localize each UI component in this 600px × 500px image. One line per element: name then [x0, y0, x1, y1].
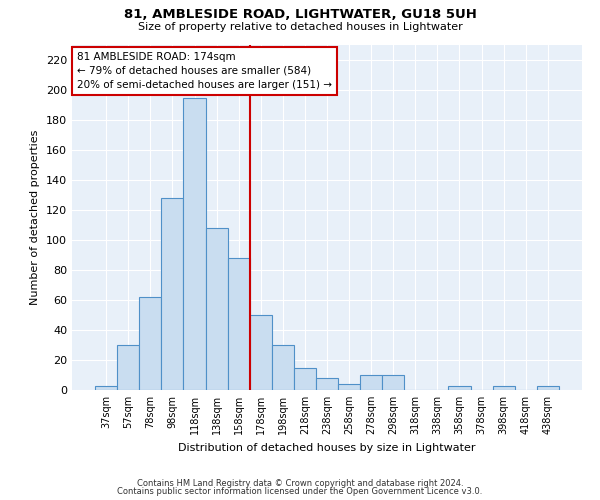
Bar [184, 98, 206, 390]
Bar [360, 375, 382, 390]
Bar [117, 345, 139, 390]
Bar [294, 368, 316, 390]
Text: 81, AMBLESIDE ROAD, LIGHTWATER, GU18 5UH: 81, AMBLESIDE ROAD, LIGHTWATER, GU18 5UH [124, 8, 476, 20]
Bar [338, 384, 360, 390]
Bar [95, 386, 117, 390]
Bar [382, 375, 404, 390]
Bar [227, 258, 250, 390]
Y-axis label: Number of detached properties: Number of detached properties [31, 130, 40, 305]
Bar [139, 297, 161, 390]
Text: 81 AMBLESIDE ROAD: 174sqm
← 79% of detached houses are smaller (584)
20% of semi: 81 AMBLESIDE ROAD: 174sqm ← 79% of detac… [77, 52, 332, 90]
Bar [206, 228, 227, 390]
Bar [537, 386, 559, 390]
X-axis label: Distribution of detached houses by size in Lightwater: Distribution of detached houses by size … [178, 442, 476, 452]
Bar [272, 345, 294, 390]
Bar [493, 386, 515, 390]
Text: Contains public sector information licensed under the Open Government Licence v3: Contains public sector information licen… [118, 487, 482, 496]
Bar [250, 315, 272, 390]
Text: Size of property relative to detached houses in Lightwater: Size of property relative to detached ho… [137, 22, 463, 32]
Bar [316, 378, 338, 390]
Bar [448, 386, 470, 390]
Text: Contains HM Land Registry data © Crown copyright and database right 2024.: Contains HM Land Registry data © Crown c… [137, 478, 463, 488]
Bar [161, 198, 184, 390]
